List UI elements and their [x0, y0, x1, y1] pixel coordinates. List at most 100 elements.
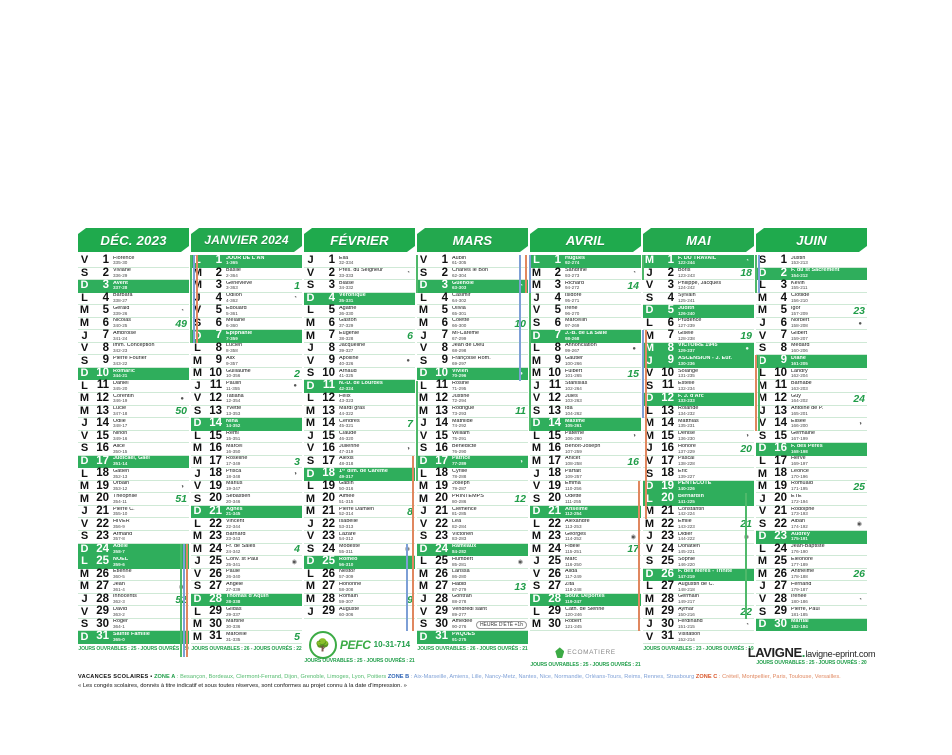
day-row[interactable]: S 2 Charles le Bon 62-304 [417, 267, 528, 281]
day-row[interactable]: L 20 Bernardin 141-225 [643, 493, 754, 506]
day-row[interactable]: S 13 Ida 104-262 [530, 405, 641, 419]
day-row[interactable]: M 16 Marcel 16-350 [191, 443, 302, 456]
day-row[interactable]: L 8 Annonciation 99-267 ● [530, 342, 641, 356]
day-row[interactable]: J 23 Didier 144-222 ◉ [643, 531, 754, 544]
day-row[interactable]: V 7 Gilbert 159-207 [756, 330, 867, 343]
day-row[interactable]: J 1 Ella 32-334 [304, 255, 415, 268]
day-row[interactable]: S 13 Yvette 13-353 [191, 405, 302, 419]
day-row[interactable]: M 9 Alix 9-357 [191, 355, 302, 368]
day-row[interactable]: M 10 Fulbert 101-265 15 [530, 367, 641, 381]
day-row[interactable]: S 25 Sophie 146-220 [643, 556, 754, 569]
day-row[interactable]: L 22 Vincent 22-344 [191, 518, 302, 532]
day-row[interactable]: L 1 Hugues 92-274 [530, 255, 641, 268]
day-row[interactable]: M 19 Urbain 353-12 ◑ [78, 480, 189, 494]
day-row[interactable]: J 7 Ambroise 341-24 [78, 330, 189, 343]
day-row[interactable]: D 31 PÂQUES 91-275 [417, 631, 528, 644]
day-row[interactable]: J 18 Parfait 109-257 [530, 468, 641, 481]
day-row[interactable]: S 23 Victorien 83-283 [417, 531, 528, 544]
day-row[interactable]: S 15 Germaine 167-199 [756, 430, 867, 444]
day-row[interactable]: V 22 Léa 82-284 [417, 518, 528, 532]
day-row[interactable]: J 11 Stanislas 102-264 [530, 380, 641, 394]
day-row[interactable]: V 9 Apolline 40-326 ● [304, 355, 415, 368]
day-row[interactable]: V 17 Pascal 138-228 [643, 455, 754, 469]
day-row[interactable]: M 23 Georges 114-252 ◉ [530, 531, 641, 544]
day-row[interactable]: L 8 Lucien 8-358 [191, 342, 302, 356]
day-row[interactable]: J 30 Ferdinand 151-215 ◔ [643, 618, 754, 632]
day-row[interactable]: D 28 Souv. Déportés 119-247 [530, 593, 641, 607]
day-row[interactable]: L 17 Hervé 169-197 [756, 455, 867, 469]
day-row[interactable]: L 13 Rolande 134-232 [643, 405, 754, 419]
day-row[interactable]: L 6 Prudence 127-239 [643, 317, 754, 331]
day-row[interactable]: J 14 Mathilde 74-292 [417, 418, 528, 431]
day-row[interactable]: D 28 Thomas d'Aquin 28-338 [191, 593, 302, 607]
day-row[interactable]: S 8 Médard 160-206 [756, 342, 867, 356]
day-row[interactable]: D 14 Nina 14-352 [191, 418, 302, 431]
day-row[interactable]: S 9 Pierre Fourier 343-22 [78, 355, 189, 368]
day-row[interactable]: M 27 Honorine 58-308 [304, 581, 415, 594]
day-row[interactable]: M 17 Roseline 17-349 3 [191, 455, 302, 469]
day-row[interactable]: J 22 Isabelle 53-313 [304, 518, 415, 532]
day-row[interactable]: D 11 N.-D. de Lourdes 42-324 [304, 380, 415, 394]
day-row[interactable]: M 27 Jean 361-4 ◉ [78, 581, 189, 594]
brand-logo[interactable]: LAVIGNE. lavigne-eprint.com [748, 645, 876, 660]
day-row[interactable]: V 22 HIVER 356-9 [78, 518, 189, 532]
day-row[interactable]: S 10 Arnaud 41-325 [304, 367, 415, 381]
day-row[interactable]: M 23 Barnard 23-343 [191, 531, 302, 544]
day-row[interactable]: J 11 Paulin 11-355 ● [191, 380, 302, 394]
day-row[interactable]: D 25 Roméo 56-310 [304, 556, 415, 569]
day-row[interactable]: S 30 Amédée 90-276 HEURE D'ÉTÉ +1h [417, 618, 528, 632]
day-row[interactable]: M 7 Gisèle 128-238 19 [643, 330, 754, 343]
day-row[interactable]: M 13 Rodrigue 73-293 11 [417, 405, 528, 419]
day-row[interactable]: S 16 Alice 350-15 [78, 443, 189, 456]
day-row[interactable]: L 1 JOUR DE L'AN 1-365 [191, 255, 302, 268]
day-row[interactable]: L 22 Alexandre 113-253 [530, 518, 641, 532]
day-row[interactable]: M 30 Martine 30-336 [191, 618, 302, 632]
day-row[interactable]: S 11 Estelle 132-234 [643, 380, 754, 394]
day-row[interactable]: M 14 Matthias 135-231 [643, 418, 754, 431]
day-row[interactable]: V 2 Prés. du Seigneur 33-333 ◔ [304, 267, 415, 281]
day-row[interactable]: S 6 Mélaine 6-360 [191, 317, 302, 331]
day-row[interactable]: J 21 Clémence 81-285 [417, 505, 528, 519]
day-row[interactable]: J 18 Prisca 18-348 ◑ [191, 468, 302, 481]
day-row[interactable]: J 29 Auguste 60-306 [304, 606, 415, 619]
day-row[interactable]: D 21 Agnès 21-345 [191, 505, 302, 519]
day-row[interactable]: M 4 Clotilde 156-210 [756, 292, 867, 306]
day-row[interactable]: L 26 Nestor 57-309 [304, 568, 415, 582]
day-row[interactable]: S 27 Zita 118-248 [530, 581, 641, 594]
day-row[interactable]: L 24 Jean-Baptiste 176-190 [756, 543, 867, 557]
day-row[interactable]: V 29 Vendredi saint 89-277 [417, 606, 528, 619]
day-row[interactable]: M 17 Anicet 108-258 16 [530, 455, 641, 469]
day-row[interactable]: M 6 Gaston 37-329 [304, 317, 415, 331]
day-row[interactable]: M 28 Romain 59-307 9 [304, 593, 415, 607]
day-row[interactable]: D 16 F. des Pères 168-198 [756, 443, 867, 456]
day-row[interactable]: L 5 Agathe 36-330 [304, 305, 415, 318]
day-row[interactable]: D 14 Maxime 105-261 [530, 418, 641, 431]
day-row[interactable]: S 16 Bénédicte 76-290 [417, 443, 528, 456]
day-row[interactable]: S 22 Alban 174-192 ◉ [756, 518, 867, 532]
day-row[interactable]: M 26 Anthelme 178-188 26 [756, 568, 867, 582]
day-row[interactable]: S 1 Justin 153-213 [756, 255, 867, 268]
day-row[interactable]: D 26 F. des Mères - Trinité 147-219 [643, 568, 754, 582]
day-row[interactable]: S 20 Sébastien 20-346 [191, 493, 302, 506]
day-row[interactable]: M 19 Joseph 79-287 [417, 480, 528, 494]
day-row[interactable]: M 20 PRINTEMPS 80-286 12 [417, 493, 528, 506]
day-row[interactable]: S 3 Blaise 34-332 [304, 280, 415, 293]
day-row[interactable]: J 21 Pierre C. 355-10 [78, 505, 189, 519]
day-row[interactable]: D 10 Vivien 70-296 ● [417, 367, 528, 381]
day-row[interactable]: D 21 Anselme 112-254 [530, 505, 641, 519]
day-row[interactable]: L 29 Gildas 29-337 [191, 606, 302, 619]
day-row[interactable]: M 11 Barnabé 163-203 [756, 380, 867, 394]
day-row[interactable]: V 26 Paule 26-340 [191, 568, 302, 582]
day-row[interactable]: M 20 Aimée 51-315 [304, 493, 415, 506]
day-row[interactable]: M 14 Cendres 45-321 7 [304, 418, 415, 431]
day-row[interactable]: D 7 J.-B. de La Salle 98-268 [530, 330, 641, 343]
day-row[interactable]: M 13 Lucie 347-18 50 [78, 405, 189, 419]
day-row[interactable]: J 14 Odile 348-17 [78, 418, 189, 431]
day-row[interactable]: J 25 Conv. st Paul 25-341 ◉ [191, 556, 302, 569]
day-row[interactable]: J 6 Norbert 158-208 ● [756, 317, 867, 331]
day-row[interactable]: M 28 Germain 149-217 [643, 593, 754, 607]
day-row[interactable]: M 24 Fidèle 115-251 17 [530, 543, 641, 557]
day-row[interactable]: S 17 Alexis 48-318 [304, 455, 415, 469]
day-row[interactable]: S 20 Odette 111-255 [530, 493, 641, 506]
day-row[interactable]: M 5 Gérald 339-26 ◔ [78, 305, 189, 318]
